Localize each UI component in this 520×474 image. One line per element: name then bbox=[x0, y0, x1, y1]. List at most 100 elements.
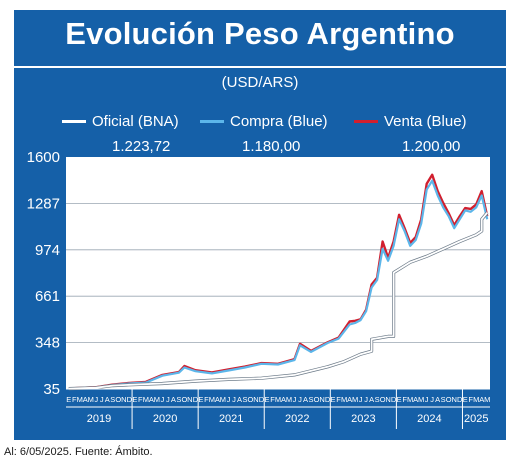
year-label: 2020 bbox=[153, 413, 177, 425]
x-tick-label: N bbox=[385, 395, 390, 404]
x-tick-label: O bbox=[248, 395, 254, 404]
x-tick-label: A bbox=[435, 395, 440, 404]
x-tick-label: A bbox=[105, 395, 110, 404]
x-tick-label: S bbox=[441, 395, 446, 404]
y-tick-label: 348 bbox=[35, 335, 60, 352]
x-tick-label: O bbox=[446, 395, 452, 404]
chart-subtitle: (USD/ARS) bbox=[221, 74, 299, 91]
x-tick-label: M bbox=[154, 395, 160, 404]
legend-value-oficial: 1.223,72 bbox=[112, 138, 171, 155]
x-tick-label: A bbox=[413, 395, 418, 404]
x-tick-label: N bbox=[187, 395, 192, 404]
legend-oficial: Oficial (BNA) bbox=[62, 113, 179, 130]
x-tick-label: F bbox=[402, 395, 407, 404]
legend-label-compra: Compra (Blue) bbox=[230, 113, 328, 130]
x-tick-label: D bbox=[457, 395, 463, 404]
x-tick-label: S bbox=[242, 395, 247, 404]
x-tick-label: A bbox=[237, 395, 242, 404]
series-line-oficial bbox=[68, 212, 488, 390]
x-tick-label: D bbox=[391, 395, 397, 404]
x-tick-label: M bbox=[275, 395, 281, 404]
x-tick-label: S bbox=[176, 395, 181, 404]
legend-venta: Venta (Blue) bbox=[354, 113, 467, 130]
plot-area bbox=[66, 157, 490, 389]
x-tick-label: D bbox=[259, 395, 265, 404]
legend-swatch-compra bbox=[200, 120, 224, 123]
x-tick-label: M bbox=[352, 395, 358, 404]
title-divider bbox=[14, 66, 506, 68]
x-tick-label: A bbox=[171, 395, 176, 404]
y-tick-label: 35 bbox=[43, 381, 60, 398]
year-label: 2019 bbox=[87, 413, 111, 425]
x-tick-label: M bbox=[484, 395, 490, 404]
x-tick-label: E bbox=[66, 395, 71, 404]
x-tick-label: J bbox=[359, 395, 363, 404]
x-tick-label: E bbox=[132, 395, 137, 404]
legend-value-venta: 1.200,00 bbox=[402, 138, 461, 155]
x-tick-label: J bbox=[293, 395, 297, 404]
x-tick-label: N bbox=[253, 395, 258, 404]
x-tick-label: F bbox=[336, 395, 341, 404]
x-tick-label: J bbox=[100, 395, 104, 404]
legend-label-venta: Venta (Blue) bbox=[384, 113, 467, 130]
x-tick-label: J bbox=[160, 395, 164, 404]
x-tick-label: F bbox=[138, 395, 143, 404]
x-tick-label: N bbox=[319, 395, 324, 404]
x-tick-label: D bbox=[127, 395, 133, 404]
x-tick-label: F bbox=[72, 395, 77, 404]
x-tick-label: A bbox=[281, 395, 286, 404]
x-tick-label: M bbox=[407, 395, 413, 404]
x-tick-label: A bbox=[303, 395, 308, 404]
x-tick-label: M bbox=[77, 395, 83, 404]
x-tick-label: E bbox=[331, 395, 336, 404]
x-tick-label: M bbox=[209, 395, 215, 404]
y-tick-label: 1287 bbox=[27, 195, 60, 212]
year-label: 2022 bbox=[285, 413, 309, 425]
x-tick-label: J bbox=[227, 395, 231, 404]
x-tick-label: O bbox=[380, 395, 386, 404]
x-tick-label: F bbox=[468, 395, 473, 404]
x-tick-label: S bbox=[375, 395, 380, 404]
x-tick-label: E bbox=[463, 395, 468, 404]
x-tick-label: M bbox=[473, 395, 479, 404]
x-tick-label: M bbox=[220, 395, 226, 404]
x-tick-label: J bbox=[94, 395, 98, 404]
legend-label-oficial: Oficial (BNA) bbox=[92, 113, 179, 130]
x-tick-label: F bbox=[270, 395, 275, 404]
x-tick-label: A bbox=[83, 395, 88, 404]
x-tick-label: E bbox=[397, 395, 402, 404]
x-tick-label: S bbox=[110, 395, 115, 404]
year-label: 2023 bbox=[351, 413, 375, 425]
x-tick-label: M bbox=[341, 395, 347, 404]
x-tick-label: E bbox=[264, 395, 269, 404]
x-tick-label: M bbox=[286, 395, 292, 404]
x-tick-label: O bbox=[115, 395, 121, 404]
chart-title: Evolución Peso Argentino bbox=[65, 16, 455, 51]
year-label: 2021 bbox=[219, 413, 243, 425]
y-tick-label: 661 bbox=[35, 288, 60, 305]
x-tick-label: A bbox=[369, 395, 374, 404]
x-tick-label: O bbox=[314, 395, 320, 404]
x-tick-label: J bbox=[364, 395, 368, 404]
source-note: Al: 6/05/2025. Fuente: Ámbito. bbox=[4, 446, 153, 458]
x-tick-label: J bbox=[232, 395, 236, 404]
x-tick-label: S bbox=[309, 395, 314, 404]
legend-swatch-venta bbox=[354, 120, 378, 123]
x-tick-label: O bbox=[181, 395, 187, 404]
x-tick-label: N bbox=[451, 395, 456, 404]
y-tick-label: 974 bbox=[35, 242, 60, 259]
x-tick-label: F bbox=[204, 395, 209, 404]
x-tick-label: D bbox=[193, 395, 199, 404]
x-tick-label: M bbox=[418, 395, 424, 404]
year-label: 2025 bbox=[464, 413, 488, 425]
year-label: 2024 bbox=[417, 413, 441, 425]
x-tick-label: M bbox=[88, 395, 94, 404]
x-tick-label: J bbox=[166, 395, 170, 404]
x-tick-label: E bbox=[198, 395, 203, 404]
legend-value-compra: 1.180,00 bbox=[242, 138, 301, 155]
series-line-compra bbox=[68, 179, 489, 390]
x-tick-label: M bbox=[143, 395, 149, 404]
x-tick-label: J bbox=[425, 395, 429, 404]
x-tick-label: N bbox=[121, 395, 126, 404]
x-tick-label: A bbox=[149, 395, 154, 404]
